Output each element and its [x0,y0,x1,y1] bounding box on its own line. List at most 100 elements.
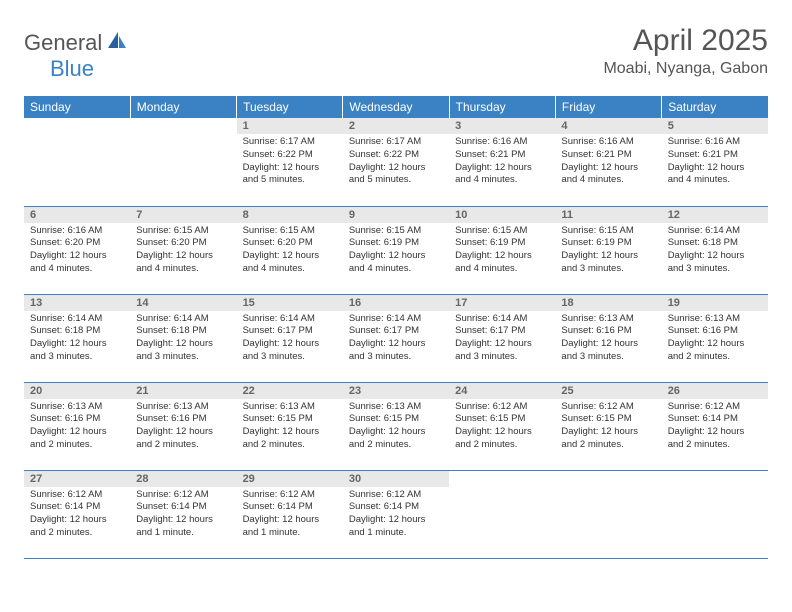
calendar-day-cell: 21Sunrise: 6:13 AMSunset: 6:16 PMDayligh… [130,382,236,470]
calendar-week-row: 6Sunrise: 6:16 AMSunset: 6:20 PMDaylight… [24,206,768,294]
sunset-text: Sunset: 6:16 PM [136,413,230,426]
day-details: Sunrise: 6:13 AMSunset: 6:16 PMDaylight:… [555,311,661,368]
daylight-text: Daylight: 12 hours and 2 minutes. [668,426,762,452]
day-number: 2 [343,118,449,134]
day-details: Sunrise: 6:14 AMSunset: 6:18 PMDaylight:… [662,223,768,280]
day-details: Sunrise: 6:12 AMSunset: 6:14 PMDaylight:… [24,487,130,544]
calendar-day-cell: 10Sunrise: 6:15 AMSunset: 6:19 PMDayligh… [449,206,555,294]
sunset-text: Sunset: 6:14 PM [668,413,762,426]
day-number: 19 [662,295,768,311]
calendar-week-row: ....1Sunrise: 6:17 AMSunset: 6:22 PMDayl… [24,118,768,206]
sail-icon [106,30,128,55]
calendar-day-cell: 22Sunrise: 6:13 AMSunset: 6:15 PMDayligh… [237,382,343,470]
day-number: 18 [555,295,661,311]
day-number: 11 [555,207,661,223]
sunrise-text: Sunrise: 6:13 AM [30,401,124,414]
day-number: 12 [662,207,768,223]
calendar-day-cell: 24Sunrise: 6:12 AMSunset: 6:15 PMDayligh… [449,382,555,470]
sunset-text: Sunset: 6:22 PM [349,149,443,162]
calendar-day-cell: 3Sunrise: 6:16 AMSunset: 6:21 PMDaylight… [449,118,555,206]
sunset-text: Sunset: 6:18 PM [30,325,124,338]
sunrise-text: Sunrise: 6:14 AM [349,313,443,326]
daylight-text: Daylight: 12 hours and 4 minutes. [349,250,443,276]
day-details: Sunrise: 6:16 AMSunset: 6:20 PMDaylight:… [24,223,130,280]
sunset-text: Sunset: 6:16 PM [668,325,762,338]
sunrise-text: Sunrise: 6:16 AM [561,136,655,149]
sunset-text: Sunset: 6:21 PM [455,149,549,162]
day-details: Sunrise: 6:15 AMSunset: 6:19 PMDaylight:… [343,223,449,280]
calendar-day-cell: .. [555,470,661,558]
calendar-week-row: 27Sunrise: 6:12 AMSunset: 6:14 PMDayligh… [24,470,768,558]
daylight-text: Daylight: 12 hours and 2 minutes. [349,426,443,452]
calendar-day-cell: .. [130,118,236,206]
day-number: 16 [343,295,449,311]
daylight-text: Daylight: 12 hours and 3 minutes. [136,338,230,364]
calendar-day-cell: 29Sunrise: 6:12 AMSunset: 6:14 PMDayligh… [237,470,343,558]
sunset-text: Sunset: 6:19 PM [561,237,655,250]
day-number: 28 [130,471,236,487]
sunset-text: Sunset: 6:16 PM [561,325,655,338]
sunrise-text: Sunrise: 6:14 AM [30,313,124,326]
day-details: Sunrise: 6:13 AMSunset: 6:15 PMDaylight:… [237,399,343,456]
sunset-text: Sunset: 6:14 PM [136,501,230,514]
calendar-day-cell: 1Sunrise: 6:17 AMSunset: 6:22 PMDaylight… [237,118,343,206]
sunrise-text: Sunrise: 6:16 AM [30,225,124,238]
sunrise-text: Sunrise: 6:15 AM [349,225,443,238]
day-number: 7 [130,207,236,223]
sunrise-text: Sunrise: 6:15 AM [455,225,549,238]
daylight-text: Daylight: 12 hours and 3 minutes. [349,338,443,364]
calendar-day-cell: 6Sunrise: 6:16 AMSunset: 6:20 PMDaylight… [24,206,130,294]
weekday-header: Saturday [662,96,768,118]
sunrise-text: Sunrise: 6:12 AM [561,401,655,414]
day-number: 21 [130,383,236,399]
sunrise-text: Sunrise: 6:14 AM [243,313,337,326]
sunrise-text: Sunrise: 6:16 AM [455,136,549,149]
calendar-day-cell: 16Sunrise: 6:14 AMSunset: 6:17 PMDayligh… [343,294,449,382]
sunset-text: Sunset: 6:14 PM [349,501,443,514]
sunrise-text: Sunrise: 6:12 AM [349,489,443,502]
sunset-text: Sunset: 6:15 PM [349,413,443,426]
calendar-day-cell: 26Sunrise: 6:12 AMSunset: 6:14 PMDayligh… [662,382,768,470]
sunset-text: Sunset: 6:19 PM [455,237,549,250]
day-number: 27 [24,471,130,487]
daylight-text: Daylight: 12 hours and 4 minutes. [455,162,549,188]
day-details: Sunrise: 6:15 AMSunset: 6:19 PMDaylight:… [449,223,555,280]
daylight-text: Daylight: 12 hours and 4 minutes. [668,162,762,188]
day-number: 30 [343,471,449,487]
day-details: Sunrise: 6:12 AMSunset: 6:14 PMDaylight:… [343,487,449,544]
daylight-text: Daylight: 12 hours and 2 minutes. [136,426,230,452]
day-details: Sunrise: 6:17 AMSunset: 6:22 PMDaylight:… [343,134,449,191]
daylight-text: Daylight: 12 hours and 2 minutes. [455,426,549,452]
sunset-text: Sunset: 6:16 PM [30,413,124,426]
daylight-text: Daylight: 12 hours and 4 minutes. [243,250,337,276]
day-number: 13 [24,295,130,311]
calendar-header-row: SundayMondayTuesdayWednesdayThursdayFrid… [24,96,768,118]
day-details: Sunrise: 6:12 AMSunset: 6:14 PMDaylight:… [130,487,236,544]
calendar-day-cell: 14Sunrise: 6:14 AMSunset: 6:18 PMDayligh… [130,294,236,382]
calendar-day-cell: 25Sunrise: 6:12 AMSunset: 6:15 PMDayligh… [555,382,661,470]
day-number: 29 [237,471,343,487]
sunrise-text: Sunrise: 6:12 AM [668,401,762,414]
day-number: 15 [237,295,343,311]
day-number: 20 [24,383,130,399]
day-details: Sunrise: 6:13 AMSunset: 6:15 PMDaylight:… [343,399,449,456]
sunrise-text: Sunrise: 6:17 AM [243,136,337,149]
location-subtitle: Moabi, Nyanga, Gabon [603,60,768,78]
day-details: Sunrise: 6:15 AMSunset: 6:20 PMDaylight:… [237,223,343,280]
calendar-day-cell: 23Sunrise: 6:13 AMSunset: 6:15 PMDayligh… [343,382,449,470]
daylight-text: Daylight: 12 hours and 2 minutes. [561,426,655,452]
calendar-week-row: 20Sunrise: 6:13 AMSunset: 6:16 PMDayligh… [24,382,768,470]
sunrise-text: Sunrise: 6:17 AM [349,136,443,149]
daylight-text: Daylight: 12 hours and 2 minutes. [668,338,762,364]
day-details: Sunrise: 6:14 AMSunset: 6:18 PMDaylight:… [24,311,130,368]
day-details: Sunrise: 6:17 AMSunset: 6:22 PMDaylight:… [237,134,343,191]
daylight-text: Daylight: 12 hours and 1 minute. [136,514,230,540]
sunset-text: Sunset: 6:22 PM [243,149,337,162]
sunrise-text: Sunrise: 6:12 AM [243,489,337,502]
day-details: Sunrise: 6:16 AMSunset: 6:21 PMDaylight:… [662,134,768,191]
day-number: 23 [343,383,449,399]
weekday-header: Friday [555,96,661,118]
day-details: Sunrise: 6:15 AMSunset: 6:19 PMDaylight:… [555,223,661,280]
day-details: Sunrise: 6:15 AMSunset: 6:20 PMDaylight:… [130,223,236,280]
calendar-body: ....1Sunrise: 6:17 AMSunset: 6:22 PMDayl… [24,118,768,558]
